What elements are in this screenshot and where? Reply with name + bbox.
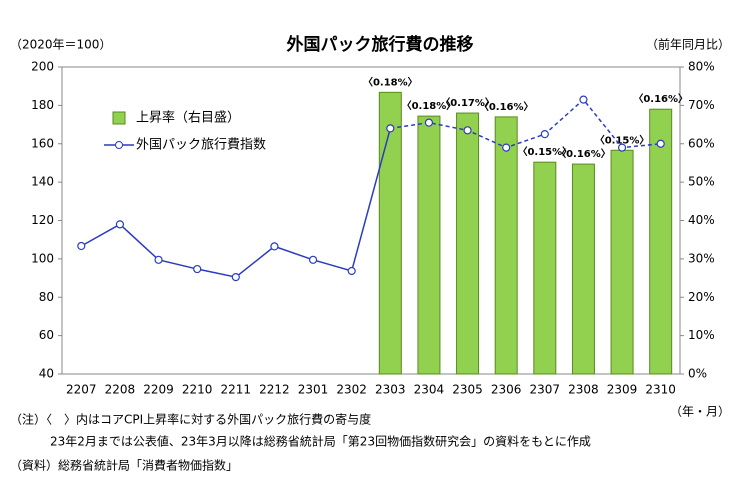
x-tick-label: 2211 bbox=[221, 383, 252, 397]
line-marker bbox=[463, 126, 472, 135]
y-tick-label: 160 bbox=[31, 136, 54, 150]
bar-annotation: 〈0.16%〉 bbox=[633, 92, 688, 105]
y2-tick-label: 10% bbox=[688, 328, 715, 342]
y2-tick-label: 20% bbox=[688, 290, 715, 304]
y2-tick-label: 40% bbox=[688, 213, 715, 227]
line-marker bbox=[77, 241, 86, 251]
line-marker bbox=[540, 130, 549, 139]
x-tick-label: 2310 bbox=[645, 383, 676, 397]
x-tick-label: 2306 bbox=[491, 383, 522, 397]
x-tick-label: 2208 bbox=[105, 383, 136, 397]
y2-unit-label: （前年同月比） bbox=[646, 37, 730, 52]
y-tick-label: 80 bbox=[39, 290, 54, 304]
y2-tick-label: 30% bbox=[688, 251, 715, 265]
line-marker bbox=[386, 124, 395, 133]
y-unit-label: （2020年＝100） bbox=[10, 38, 111, 52]
legend-swatch bbox=[112, 111, 126, 125]
note: （注）〈 〉内はコアCPI上昇率に対する外国パック旅行費の寄与度 bbox=[10, 412, 371, 427]
y-tick-label: 180 bbox=[31, 98, 54, 112]
line-marker bbox=[502, 143, 511, 152]
line-marker bbox=[579, 95, 588, 104]
x-unit-label: （年・月） bbox=[670, 405, 730, 419]
x-tick-label: 2303 bbox=[375, 383, 406, 397]
line-marker bbox=[424, 118, 434, 127]
x-tick-label: 2210 bbox=[182, 383, 213, 397]
y2-tick-label: 70% bbox=[688, 98, 715, 112]
x-tick-label: 2309 bbox=[607, 383, 638, 397]
bar bbox=[417, 115, 441, 375]
line-marker bbox=[115, 220, 125, 229]
line-marker bbox=[347, 266, 356, 276]
note: （資料）総務省統計局「消費者物価指数」 bbox=[10, 458, 238, 473]
line-marker bbox=[154, 255, 163, 264]
line bbox=[390, 98, 661, 149]
bar-annotation: 〈0.18%〉 bbox=[402, 99, 457, 112]
x-tick-label: 2307 bbox=[530, 383, 561, 397]
x-tick-label: 2209 bbox=[143, 383, 174, 397]
y-tick-label: 140 bbox=[31, 175, 54, 189]
line-marker bbox=[617, 143, 627, 152]
y2-tick-label: 80% bbox=[688, 60, 715, 74]
y-tick-label: 60 bbox=[39, 328, 54, 342]
y-tick-label: 120 bbox=[31, 213, 54, 227]
y-tick-label: 200 bbox=[31, 60, 54, 74]
bar bbox=[649, 108, 673, 375]
line-marker bbox=[193, 264, 202, 274]
bar bbox=[533, 161, 557, 375]
bar-annotation: 〈0.16%〉 bbox=[479, 100, 534, 113]
x-tick-label: 2302 bbox=[336, 383, 367, 397]
y2-tick-label: 60% bbox=[688, 136, 715, 150]
bar-annotation: 〈0.15%〉 bbox=[517, 145, 572, 158]
x-tick-label: 2212 bbox=[259, 383, 290, 397]
x-tick-label: 2305 bbox=[452, 383, 483, 397]
x-tick-label: 2308 bbox=[568, 383, 599, 397]
legend-marker bbox=[115, 141, 123, 149]
y-tick-label: 100 bbox=[31, 251, 54, 265]
x-tick-label: 2304 bbox=[414, 383, 445, 397]
line-marker bbox=[308, 255, 318, 264]
x-tick-label: 2207 bbox=[66, 383, 97, 397]
bar bbox=[610, 149, 634, 375]
y2-tick-label: 50% bbox=[688, 175, 715, 189]
note: 23年2月までは公表値、23年3月以降は総務省統計局「第23回物価指数研究会」の… bbox=[50, 434, 591, 449]
bar-annotation: 〈0.16%〉 bbox=[556, 147, 611, 160]
bar bbox=[456, 112, 480, 375]
line-marker bbox=[656, 139, 665, 148]
legend-label: 外国パック旅行費指数 bbox=[136, 138, 266, 153]
legend-label: 上昇率（右目盛） bbox=[136, 110, 240, 126]
y-tick-label: 40 bbox=[39, 367, 54, 381]
line-marker bbox=[231, 273, 240, 282]
y2-tick-label: 0% bbox=[688, 367, 707, 381]
line-marker bbox=[270, 242, 279, 251]
bar-annotation: 〈0.17%〉 bbox=[440, 96, 495, 109]
chart-title: 外国パック旅行費の推移 bbox=[287, 34, 474, 55]
bar-annotation: 〈0.15%〉 bbox=[595, 133, 650, 146]
bar-annotation: 〈0.18%〉 bbox=[363, 75, 418, 88]
bar bbox=[494, 116, 518, 375]
bar bbox=[378, 91, 402, 375]
bar bbox=[571, 163, 595, 375]
x-tick-label: 2301 bbox=[298, 383, 329, 397]
